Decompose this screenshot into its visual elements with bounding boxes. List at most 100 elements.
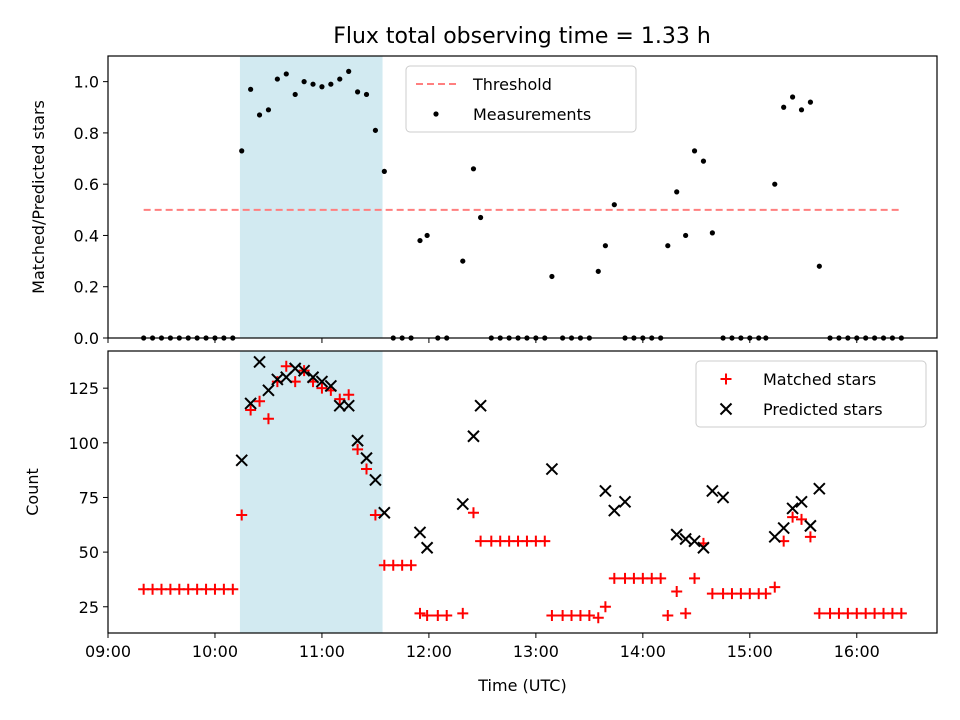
measurement-point <box>256 112 263 118</box>
predicted-star-point <box>716 491 730 504</box>
measurement-point <box>807 99 814 105</box>
matched-star-point <box>662 610 674 622</box>
predicted-star-point <box>235 454 248 467</box>
top-y-tick-label: 0.2 <box>74 278 99 297</box>
matched-star-point <box>227 583 239 595</box>
x-tick-label: 11:00 <box>299 642 345 661</box>
matched-star-point <box>689 572 701 584</box>
bottom-y-tick-label: 125 <box>68 379 99 398</box>
measurement-point <box>798 107 805 113</box>
top-y-tick-label: 0.8 <box>74 124 99 143</box>
predicted-star-point <box>474 399 487 412</box>
predicted-star-point <box>369 473 382 487</box>
top-y-tick-label: 0.0 <box>74 329 99 348</box>
legend-label: Matched stars <box>763 370 876 389</box>
predicted-star-point <box>360 451 373 465</box>
legend-predicted-marker <box>719 402 733 416</box>
predicted-star-point <box>813 482 826 495</box>
measurement-point <box>709 230 715 236</box>
matched-star-point <box>804 531 816 543</box>
measurement-point <box>372 127 379 133</box>
predicted-star-point <box>244 397 257 410</box>
predicted-star-point <box>420 541 434 554</box>
measurement-point <box>665 243 671 249</box>
measurement-point <box>239 148 245 154</box>
matched-star-point <box>671 585 683 597</box>
bottom-panel: 09:00 10:00 11:00 12:00 13:00 14:00 15:00 16:00… <box>23 350 938 695</box>
top-shaded-interval <box>239 56 383 338</box>
matched-star-point <box>592 612 604 624</box>
top-y-tick-label: 0.4 <box>74 226 99 245</box>
matched-star-point <box>441 610 453 622</box>
top-y-axis-label: Matched/Predicted stars <box>29 100 48 294</box>
predicted-star-point <box>545 462 559 476</box>
matched-star-point <box>539 535 551 547</box>
top-panel: 0.0 0.2 0.4 0.6 0.8 1.0 Matched/Predicted star… <box>29 55 938 348</box>
matched-star-point <box>895 607 907 619</box>
predicted-star-point <box>688 534 701 548</box>
legend-label: Measurements <box>473 105 591 124</box>
matched-star-point <box>546 610 558 622</box>
measurement-point <box>381 168 387 174</box>
measurement-point <box>319 84 325 90</box>
matched-star-point <box>680 607 692 619</box>
matched-star-point <box>316 382 328 394</box>
predicted-star-point <box>697 541 710 554</box>
x-axis-label: Time (UTC) <box>477 676 566 695</box>
measurement-point <box>328 81 334 87</box>
measurement-point <box>611 202 617 208</box>
measurement-point <box>772 181 778 187</box>
matched-star-point <box>583 610 595 622</box>
predicted-star-point <box>777 521 790 535</box>
measurement-point <box>683 232 689 239</box>
predicted-star-point <box>706 484 719 498</box>
predicted-star-point <box>315 375 329 388</box>
matched-star-point <box>655 572 667 584</box>
measurement-point <box>363 91 370 98</box>
predicted-star-point <box>599 484 612 498</box>
matched-star-point <box>280 360 292 372</box>
measurement-point <box>700 158 707 164</box>
matched-star-point <box>405 559 417 571</box>
measurement-point <box>602 243 609 249</box>
measurement-point <box>292 91 298 98</box>
matched-star-point <box>599 601 611 613</box>
matched-star-point <box>421 610 433 622</box>
measurement-point <box>460 258 466 264</box>
measurement-point <box>248 86 254 92</box>
x-tick-label: 12:00 <box>406 642 452 661</box>
measurement-point <box>424 232 430 239</box>
matched-star-point <box>254 395 266 407</box>
predicted-star-point <box>467 430 480 443</box>
legend-matched-marker <box>720 373 732 385</box>
matched-star-point <box>334 393 346 405</box>
measurement-point <box>674 189 680 195</box>
predicted-star-point <box>795 495 808 509</box>
bottom-axes-frame <box>107 350 938 634</box>
predicted-star-point <box>456 497 469 511</box>
measurement-point <box>265 107 272 113</box>
bottom-y-tick-label: 100 <box>68 434 99 453</box>
predicted-star-point <box>342 399 355 412</box>
x-tick-label: 14:00 <box>620 642 666 661</box>
measurement-point <box>354 89 361 95</box>
matched-star-point <box>760 588 772 600</box>
measurement-point <box>283 71 289 77</box>
matched-star-point <box>361 463 373 475</box>
matched-star-point <box>369 509 381 521</box>
top-y-tick-label: 1.0 <box>74 73 99 92</box>
predicted-star-point <box>333 399 346 412</box>
predicted-star-point <box>679 532 692 546</box>
top-legend: Threshold Measurements <box>405 65 637 133</box>
measurement-point <box>595 268 601 274</box>
bottom-y-tick-label: 25 <box>79 598 99 617</box>
x-tick-label: 15:00 <box>727 642 773 661</box>
matched-star-point <box>262 413 274 425</box>
x-tick-label: 13:00 <box>513 642 559 661</box>
measurement-point <box>816 263 822 269</box>
matched-star-point <box>414 607 426 619</box>
matched-star-point <box>475 535 487 547</box>
bottom-legend: Matched stars Predicted stars <box>695 360 927 428</box>
matched-star-point <box>813 607 825 619</box>
